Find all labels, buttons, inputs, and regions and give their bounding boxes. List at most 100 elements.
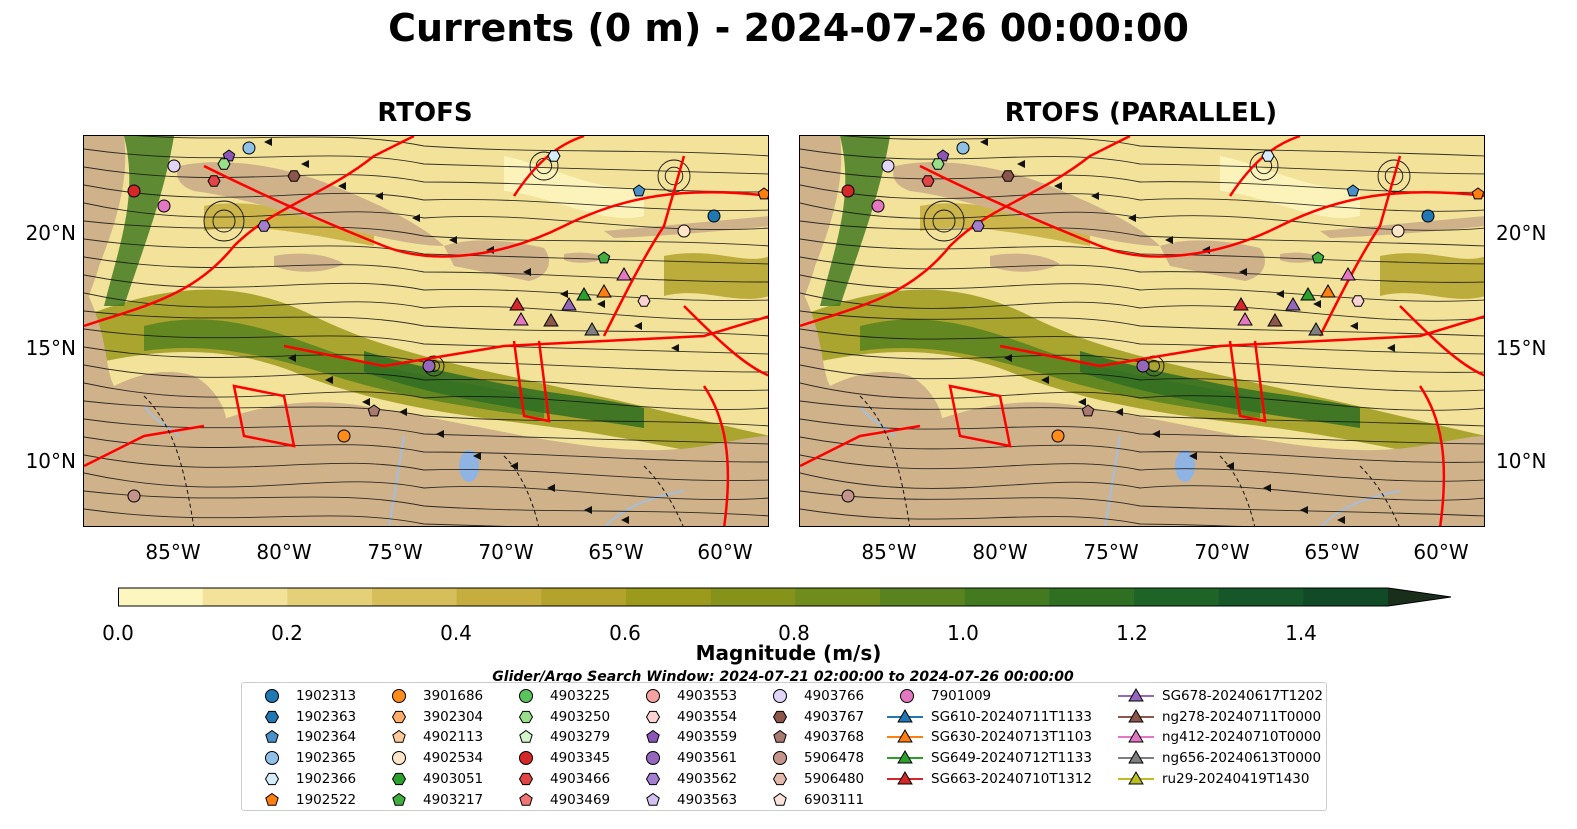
land-polygon bbox=[564, 252, 604, 263]
legend-marker-icon bbox=[772, 772, 788, 785]
streamline bbox=[84, 238, 768, 265]
legend-symbol bbox=[392, 689, 406, 703]
stream-arrow bbox=[584, 506, 592, 514]
stream-arrow bbox=[1152, 430, 1160, 438]
colorbar-bin bbox=[1134, 588, 1220, 606]
float-marker bbox=[157, 199, 171, 213]
legend-marker-icon bbox=[1118, 729, 1154, 743]
lon-tick-label: 65°W bbox=[588, 540, 644, 564]
speed-band bbox=[664, 253, 768, 299]
eddy bbox=[529, 151, 559, 181]
river bbox=[143, 405, 180, 437]
land bbox=[84, 136, 768, 526]
land-polygon bbox=[1280, 252, 1320, 263]
stream-arrow bbox=[399, 408, 407, 416]
streamline bbox=[84, 274, 768, 302]
glider-marker bbox=[543, 313, 559, 327]
eez-boundaries bbox=[800, 136, 1484, 526]
river bbox=[859, 405, 896, 437]
legend-marker-icon bbox=[518, 772, 534, 785]
stream-arrow bbox=[301, 160, 309, 168]
legend-marker-icon bbox=[265, 689, 279, 703]
eddy bbox=[203, 200, 245, 242]
streamline bbox=[800, 490, 1484, 517]
legend-symbol bbox=[391, 710, 407, 723]
colorbar-bin bbox=[1218, 588, 1304, 606]
legend-label: 4903766 bbox=[804, 688, 865, 704]
legend-marker-icon bbox=[887, 750, 923, 764]
speed-band bbox=[104, 136, 174, 306]
legend-marker-icon bbox=[1118, 770, 1154, 785]
streamline bbox=[800, 400, 1484, 427]
legend-triangle bbox=[897, 750, 913, 764]
lon-tick-label: 75°W bbox=[367, 540, 423, 564]
streamline bbox=[800, 292, 1484, 321]
colorbar-outline bbox=[118, 587, 1452, 607]
legend-symbol bbox=[264, 772, 280, 785]
legend-symbol bbox=[392, 730, 406, 744]
legend-marker-icon bbox=[519, 730, 533, 744]
stream-arrow bbox=[1387, 344, 1395, 352]
streamline bbox=[800, 148, 1484, 175]
stream-arrow bbox=[1300, 506, 1308, 514]
legend-label: 4903562 bbox=[677, 770, 738, 787]
search-window-caption: Glider/Argo Search Window: 2024-07-21 02… bbox=[492, 669, 1074, 685]
land-polygon bbox=[800, 136, 842, 326]
map-panel-rtofs[interactable] bbox=[83, 135, 769, 527]
streamline bbox=[841, 136, 1484, 157]
legend-symbol bbox=[519, 751, 533, 766]
legend-triangle bbox=[1128, 688, 1144, 702]
stream-arrow bbox=[1017, 160, 1025, 168]
streamline bbox=[800, 310, 1484, 337]
float-marker bbox=[422, 359, 436, 373]
glider-marker bbox=[1285, 297, 1301, 311]
legend-triangle bbox=[1128, 708, 1144, 723]
lat-tick-label: 10°N bbox=[25, 449, 76, 473]
legend-marker-icon bbox=[392, 689, 406, 703]
streamline bbox=[84, 418, 768, 445]
glider-marker bbox=[513, 312, 529, 326]
eez-boundaries bbox=[84, 136, 768, 526]
legend-label: 4903767 bbox=[804, 708, 865, 725]
stream-arrow bbox=[325, 376, 333, 384]
colorbar-bin bbox=[287, 588, 373, 606]
streamline bbox=[800, 184, 1484, 212]
glider-marker bbox=[1340, 267, 1356, 281]
legend-label: 4903553 bbox=[677, 688, 738, 704]
legend-marker-icon bbox=[773, 689, 787, 703]
stream-arrow bbox=[338, 182, 346, 190]
streamline bbox=[84, 148, 768, 175]
stream-arrow bbox=[597, 300, 605, 308]
stream-arrow bbox=[1041, 376, 1049, 384]
glider-marker bbox=[1267, 313, 1283, 327]
lake bbox=[459, 450, 479, 482]
stream-arrow bbox=[412, 214, 420, 222]
legend-label: SG630-20240713T1103 bbox=[931, 729, 1092, 746]
float-marker bbox=[971, 220, 985, 232]
legend-marker-icon bbox=[772, 710, 788, 723]
float-marker bbox=[1051, 429, 1065, 443]
stream-arrow bbox=[1115, 408, 1123, 416]
legend-marker-icon bbox=[519, 792, 533, 806]
map-panel-rtofs-parallel[interactable] bbox=[799, 135, 1485, 527]
eez-line bbox=[232, 384, 296, 448]
lat-tick-label: 15°N bbox=[25, 336, 76, 360]
stream-arrow bbox=[510, 462, 518, 470]
border bbox=[503, 455, 540, 526]
float-marker bbox=[1421, 209, 1435, 223]
legend-marker-icon bbox=[392, 730, 406, 744]
legend-label: 1902366 bbox=[296, 770, 357, 787]
legend-marker-icon bbox=[1118, 688, 1154, 702]
lon-tick-label: 65°W bbox=[1304, 540, 1360, 564]
legend-label: 4903217 bbox=[423, 791, 484, 808]
glider-marker bbox=[1300, 287, 1316, 301]
float-marker bbox=[1346, 184, 1360, 197]
streamline bbox=[84, 436, 768, 463]
eddy bbox=[212, 209, 236, 233]
colorbar-tick-label: 1.2 bbox=[1116, 621, 1148, 645]
glider-marker bbox=[596, 284, 612, 298]
colorbar-bin bbox=[795, 588, 881, 606]
eez-line bbox=[1318, 155, 1402, 337]
streamline bbox=[84, 184, 768, 212]
float-marker bbox=[367, 404, 381, 417]
